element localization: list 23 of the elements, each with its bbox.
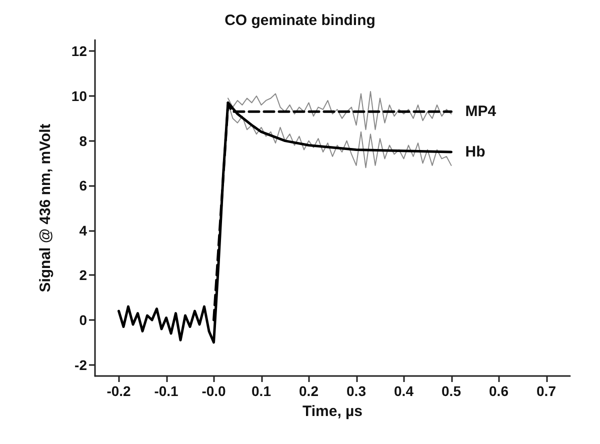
y-tick-label: 12 bbox=[71, 43, 88, 60]
x-tick-label: 0.3 bbox=[346, 383, 366, 399]
y-tick-label: 10 bbox=[71, 88, 88, 104]
y-tick-label: 2 bbox=[79, 267, 88, 284]
y-tick-label: -2 bbox=[74, 356, 88, 373]
y-axis-title: Signal @ 436 nm, mVolt bbox=[37, 124, 54, 292]
x-tick-label: 0.7 bbox=[536, 383, 556, 399]
x-tick-label: 0.4 bbox=[394, 383, 414, 399]
x-tick-label: -0.0 bbox=[202, 383, 226, 399]
series-label: Hb bbox=[465, 144, 486, 160]
series-label: MP4 bbox=[465, 103, 497, 120]
y-tick-label: 0 bbox=[79, 312, 88, 328]
y-tick-label: 8 bbox=[79, 132, 88, 149]
y-tick-label: 6 bbox=[79, 178, 88, 194]
x-tick-label: 0.1 bbox=[252, 383, 272, 399]
x-axis-title: Time, µs bbox=[302, 403, 363, 420]
x-tick-label: -0.1 bbox=[154, 383, 179, 399]
y-tick-label: 4 bbox=[79, 222, 88, 238]
x-tick-label: 0.5 bbox=[442, 383, 462, 399]
x-tick-label: 0.2 bbox=[299, 383, 319, 399]
chart-title: CO geminate binding bbox=[224, 12, 376, 29]
x-tick-label: 0.6 bbox=[489, 383, 509, 399]
x-tick-label: -0.2 bbox=[106, 383, 132, 399]
